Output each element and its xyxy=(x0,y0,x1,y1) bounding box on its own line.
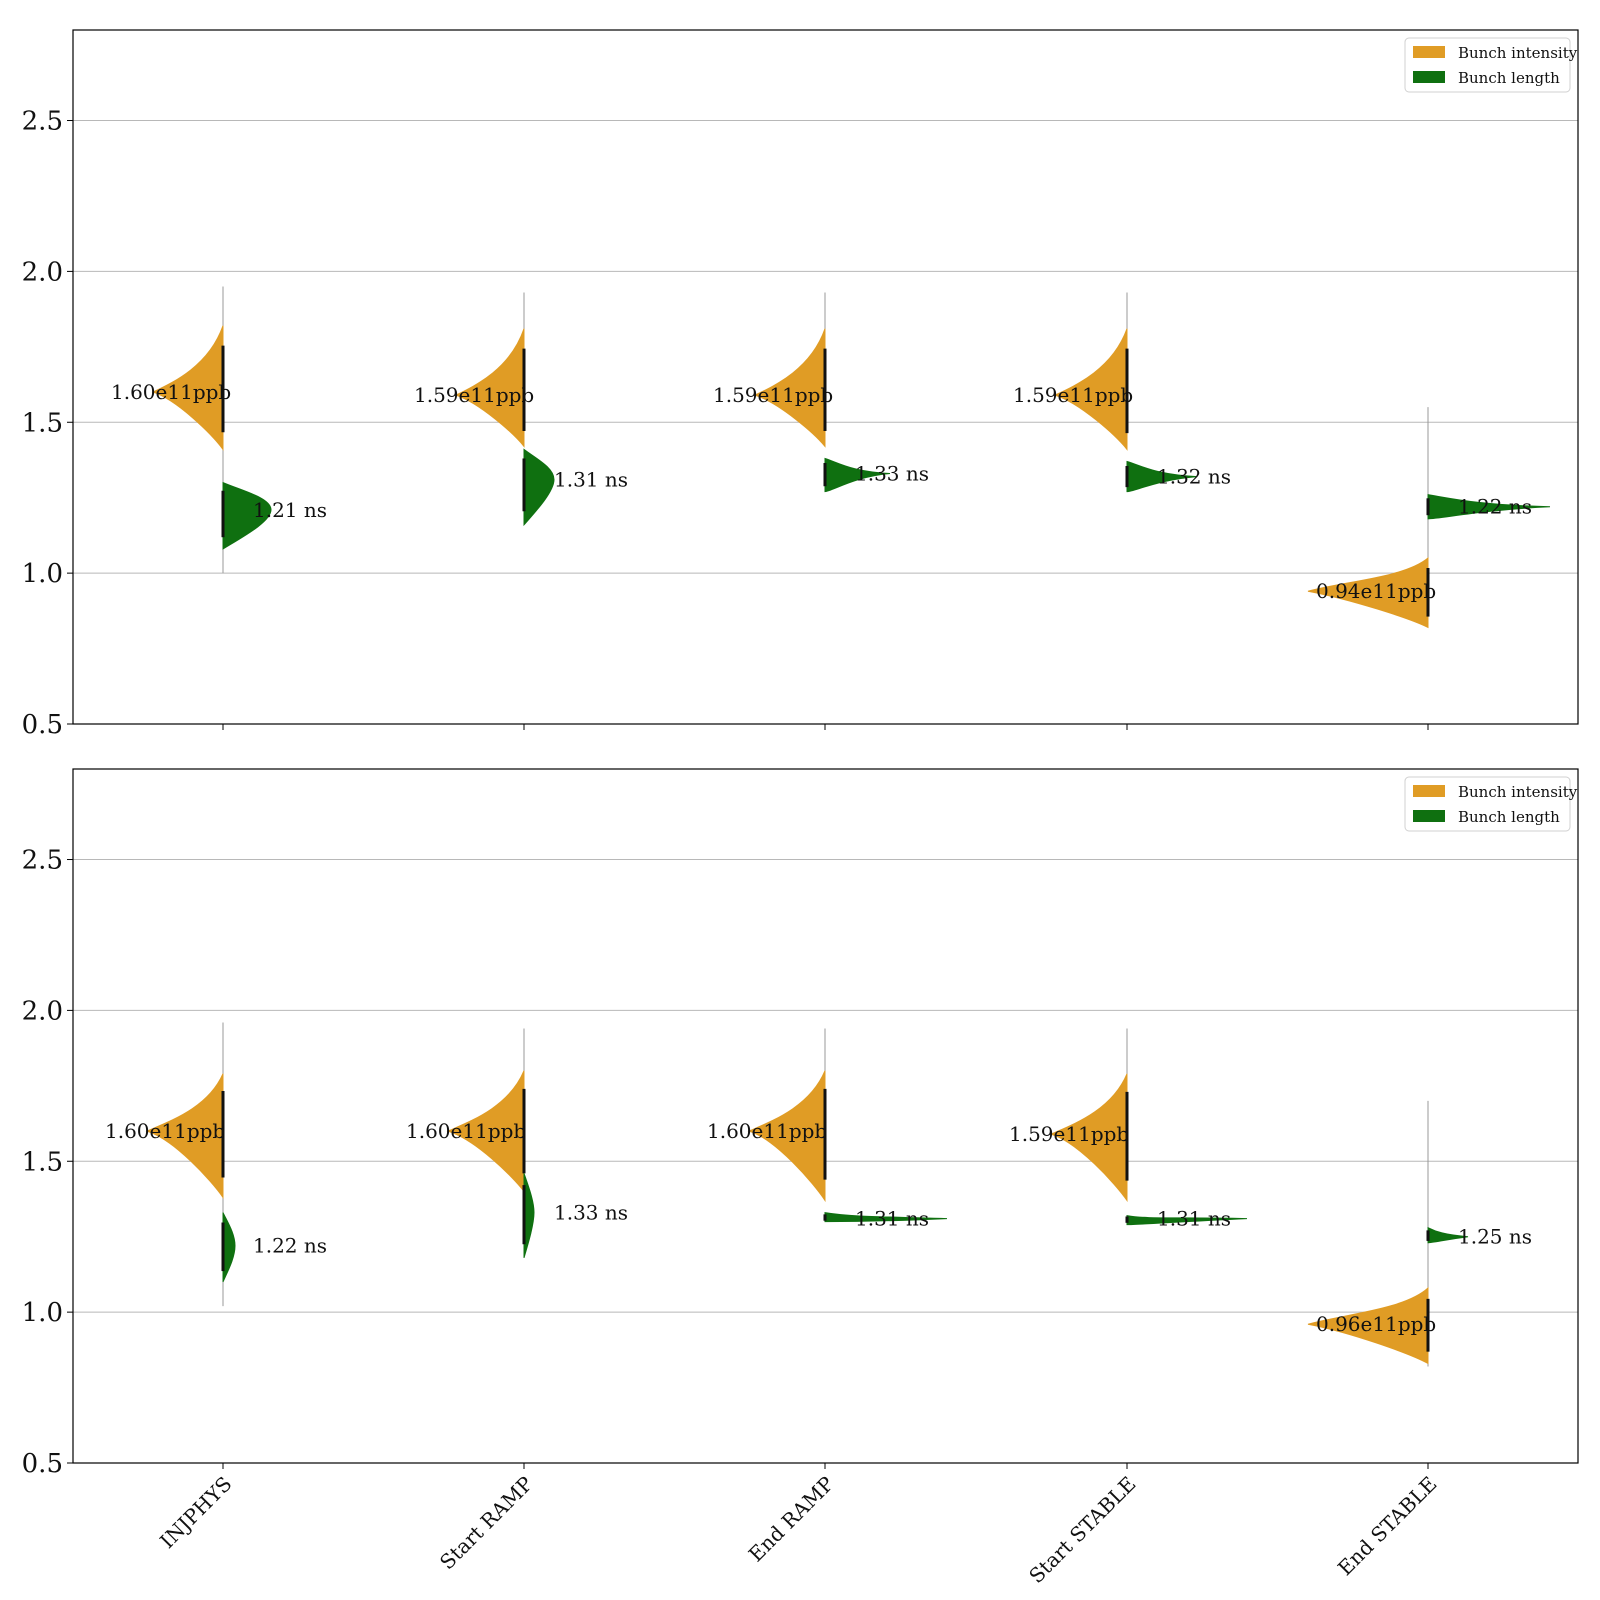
length-violin xyxy=(1427,1226,1469,1244)
length-violin xyxy=(824,1211,948,1223)
legend: Bunch intensity Bunch length xyxy=(1404,776,1578,832)
length-value-label: 1.33 ns xyxy=(855,462,929,486)
plot-frame xyxy=(72,768,1579,1464)
length-violin xyxy=(1427,494,1551,520)
legend-swatch xyxy=(1413,71,1445,83)
legend-swatch xyxy=(1413,46,1445,58)
intensity-violin xyxy=(1053,328,1128,451)
x-tick-label: End STABLE xyxy=(1333,1472,1442,1581)
intensity-value-label: 1.59e11ppb xyxy=(1013,383,1133,407)
length-value-label: 1.25 ns xyxy=(1458,1225,1532,1249)
legend-box xyxy=(1404,37,1571,93)
intensity-violin xyxy=(747,1070,826,1203)
y-tick-label: 1.0 xyxy=(22,1298,63,1328)
legend-swatch xyxy=(1413,810,1445,822)
y-tick-label: 1.0 xyxy=(22,559,63,589)
length-violin xyxy=(523,448,555,527)
y-tick-label: 0.5 xyxy=(22,1449,63,1479)
panel-1: 0.5 1.0 1.5 2.0 2.5 1.60e11ppb 1.59e11ppb 1.59e… xyxy=(22,29,1579,740)
legend-entry: Bunch intensity xyxy=(1458,44,1578,62)
y-tick-label: 1.5 xyxy=(22,408,63,438)
legend: Bunch intensity Bunch length xyxy=(1404,37,1578,93)
intensity-violin xyxy=(151,325,224,451)
x-tick-label: End RAMP xyxy=(744,1472,839,1567)
y-tick-label: 2.0 xyxy=(22,996,63,1026)
x-tick-label: Start STABLE xyxy=(1024,1472,1140,1588)
x-tick-label: INJPHYS xyxy=(155,1472,236,1553)
intensity-value-label: 0.94e11ppb xyxy=(1316,579,1436,603)
length-violin xyxy=(1126,1214,1248,1226)
intensity-value-label: 1.59e11ppb xyxy=(414,383,534,407)
length-violin xyxy=(1126,460,1198,493)
intensity-value-label: 1.60e11ppb xyxy=(111,380,231,404)
length-value-label: 1.21 ns xyxy=(253,498,327,522)
length-violin xyxy=(222,481,272,550)
length-value-label: 1.31 ns xyxy=(1157,1207,1231,1231)
intensity-violin xyxy=(446,1070,525,1193)
intensity-violin xyxy=(753,328,826,448)
intensity-violin xyxy=(454,328,525,448)
intensity-value-label: 1.60e11ppb xyxy=(406,1119,526,1143)
length-value-label: 1.22 ns xyxy=(1458,495,1532,519)
length-value-label: 1.32 ns xyxy=(1157,465,1231,489)
intensity-value-label: 1.59e11ppb xyxy=(713,383,833,407)
x-tick-label: Start RAMP xyxy=(435,1472,538,1575)
y-tick-label: 2.5 xyxy=(22,846,63,876)
intensity-violin xyxy=(1049,1073,1128,1203)
y-tick-label: 1.5 xyxy=(22,1147,63,1177)
length-value-label: 1.22 ns xyxy=(253,1234,327,1258)
intensity-violin xyxy=(1307,556,1429,629)
y-tick-label: 2.5 xyxy=(22,107,63,137)
length-violin xyxy=(222,1212,236,1283)
legend-entry: Bunch length xyxy=(1458,808,1560,826)
y-tick-label: 0.5 xyxy=(22,710,63,740)
y-tick-label: 2.0 xyxy=(22,257,63,287)
intensity-violin xyxy=(145,1073,224,1200)
legend-entry: Bunch intensity xyxy=(1458,783,1578,801)
length-violin xyxy=(523,1173,535,1258)
panel-2: 0.5 1.0 1.5 2.0 2.5 1.60e11ppb 1.60e11ppb 1.60e… xyxy=(22,768,1579,1588)
plot-frame xyxy=(72,29,1579,725)
intensity-value-label: 0.96e11ppb xyxy=(1316,1312,1436,1336)
length-value-label: 1.31 ns xyxy=(855,1207,929,1231)
intensity-value-label: 1.59e11ppb xyxy=(1009,1122,1129,1146)
intensity-value-label: 1.60e11ppb xyxy=(707,1119,827,1143)
length-violin xyxy=(824,457,891,493)
length-value-label: 1.33 ns xyxy=(554,1201,628,1225)
intensity-violin xyxy=(1307,1286,1429,1365)
length-value-label: 1.31 ns xyxy=(554,468,628,492)
legend-swatch xyxy=(1413,785,1445,797)
legend-box xyxy=(1404,776,1571,832)
legend-entry: Bunch length xyxy=(1458,69,1560,87)
intensity-value-label: 1.60e11ppb xyxy=(105,1119,225,1143)
